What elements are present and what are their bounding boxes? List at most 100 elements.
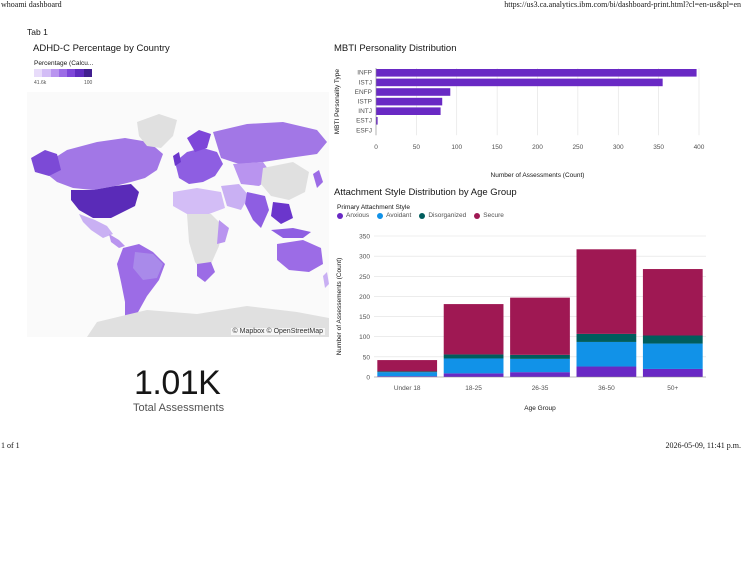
attachment-y-tick: 50 (363, 354, 371, 361)
attachment-bar-segment[interactable] (642, 368, 703, 377)
mbti-x-tick: 400 (694, 144, 705, 151)
legend-label: Secure (483, 212, 504, 219)
mbti-y-tick: INTJ (358, 108, 372, 115)
attachment-bar-segment[interactable] (576, 341, 637, 367)
map-india[interactable] (245, 192, 269, 228)
mbti-bar[interactable] (376, 78, 663, 87)
attachment-bar-segment[interactable] (443, 373, 504, 377)
map-russia[interactable] (213, 122, 327, 164)
print-header: whoami dashboard https://us3.ca.analytic… (0, 0, 742, 10)
attachment-x-tick: 36-50 (598, 385, 615, 392)
attachment-y-tick: 300 (359, 254, 370, 261)
attachment-bar-segment[interactable] (443, 354, 504, 359)
attachment-bar-segment[interactable] (576, 366, 637, 377)
map-scandinavia[interactable] (187, 130, 211, 152)
map-canada[interactable] (45, 138, 163, 190)
attachment-x-tick: Under 18 (394, 385, 421, 392)
attachment-bar-segment[interactable] (510, 372, 570, 377)
page-count: 1 of 1 (1, 441, 20, 450)
map-indonesia[interactable] (271, 228, 311, 238)
map-north-africa[interactable] (173, 188, 225, 214)
map-legend-swatch (42, 69, 51, 77)
legend-label: Disorganized (428, 212, 467, 219)
attachment-legend-item[interactable]: Secure (474, 212, 504, 219)
attachment-y-axis-title: Number of Assessements (Count) (336, 258, 343, 356)
mbti-bar[interactable] (376, 107, 441, 115)
attachment-legend-item[interactable]: Anxious (337, 212, 369, 219)
map-east-africa[interactable] (217, 220, 229, 244)
attachment-bar-segment[interactable] (377, 360, 438, 372)
attachment-bar-segment[interactable] (510, 358, 570, 373)
mbti-y-tick: ESFJ (356, 127, 372, 134)
attachment-bar-segment[interactable] (576, 249, 637, 334)
mbti-bar[interactable] (376, 88, 451, 96)
map-legend-swatch (50, 69, 59, 77)
map-southeast-asia[interactable] (271, 202, 293, 224)
mbti-bar[interactable] (376, 97, 443, 106)
kpi-label: Total Assessments (133, 402, 225, 414)
mbti-bar[interactable] (376, 69, 697, 77)
attachment-bar-segment[interactable] (510, 354, 570, 359)
world-map-svg (31, 114, 329, 337)
attachment-bar-segment[interactable] (443, 304, 504, 355)
attachment-bar-segment[interactable] (576, 333, 637, 342)
map-europe[interactable] (175, 148, 223, 184)
mbti-x-tick: 300 (613, 144, 624, 151)
map-brazil[interactable] (133, 252, 163, 280)
mbti-x-tick: 150 (492, 144, 503, 151)
map-australia[interactable] (277, 240, 323, 272)
page-title: whoami dashboard (1, 0, 62, 9)
mbti-y-tick: ISTP (358, 99, 372, 106)
legend-dot-icon (337, 212, 343, 219)
attachment-bar-segment[interactable] (377, 372, 438, 377)
map-mexico[interactable] (79, 214, 113, 238)
map-legend-min: 41.6k (34, 80, 47, 86)
legend-label: Anxious (346, 212, 370, 219)
print-timestamp: 2026-05-09, 11:41 p.m. (665, 441, 741, 450)
map-south-africa[interactable] (197, 262, 215, 282)
mbti-x-tick: 50 (413, 144, 421, 151)
map-china[interactable] (261, 162, 309, 200)
map-usa[interactable] (71, 184, 139, 218)
attachment-bar-segment[interactable] (377, 371, 438, 373)
legend-dot-icon (474, 212, 481, 219)
attachment-legend: Anxious Avoidant Disorganized Secure (337, 212, 504, 219)
map-uk[interactable] (173, 152, 181, 166)
attachment-y-tick: 100 (359, 334, 370, 341)
map-attribution[interactable]: © Mapbox © OpenStreetMap (230, 328, 325, 335)
tab-1[interactable]: Tab 1 (27, 27, 48, 37)
map-central-africa[interactable] (187, 214, 223, 272)
mbti-x-tick: 200 (532, 144, 543, 151)
attachment-legend-item[interactable]: Avoidant (377, 212, 411, 219)
attachment-y-tick: 0 (366, 375, 370, 382)
map-new-zealand[interactable] (323, 272, 329, 288)
attachment-x-tick: 50+ (667, 385, 678, 392)
map-japan[interactable] (313, 170, 323, 188)
attachment-legend-title: Primary Attachment Style (337, 204, 410, 211)
attachment-bar-segment[interactable] (510, 297, 570, 355)
map-title: ADHD-C Percentage by Country (33, 43, 170, 54)
mbti-y-axis-title: MBTI Personality Type (334, 69, 341, 135)
attachment-bar-segment[interactable] (642, 335, 703, 344)
map-middle-east[interactable] (221, 184, 249, 210)
mbti-chart: 0 50 100 150 200 250 300 350 400 INFP ISTJ ENFP ISTP… (334, 68, 705, 179)
attachment-bar-segment[interactable] (443, 358, 504, 374)
legend-dot-icon (377, 212, 384, 219)
map-legend-swatch (67, 69, 76, 77)
map-greenland[interactable] (137, 114, 177, 148)
mbti-x-tick: 350 (653, 144, 664, 151)
mbti-x-tick: 250 (572, 144, 583, 151)
map-legend-title: Percentage (Calcu... (34, 60, 94, 67)
world-map[interactable]: © Mapbox © OpenStreetMap (27, 92, 329, 337)
map-legend-swatch (75, 69, 84, 77)
attachment-bar-segment[interactable] (642, 269, 703, 336)
map-central-america[interactable] (109, 234, 125, 248)
map-alaska[interactable] (31, 150, 61, 176)
attachment-bar-segment[interactable] (377, 376, 438, 377)
page-url: https://us3.ca.analytics.ibm.com/bi/dash… (504, 0, 741, 9)
mbti-y-tick: ESTJ (356, 118, 372, 125)
attachment-bar-segment[interactable] (642, 343, 703, 369)
mbti-y-tick: ENFP (355, 89, 372, 96)
mbti-bar[interactable] (376, 117, 378, 125)
attachment-legend-item[interactable]: Disorganized (419, 212, 466, 219)
